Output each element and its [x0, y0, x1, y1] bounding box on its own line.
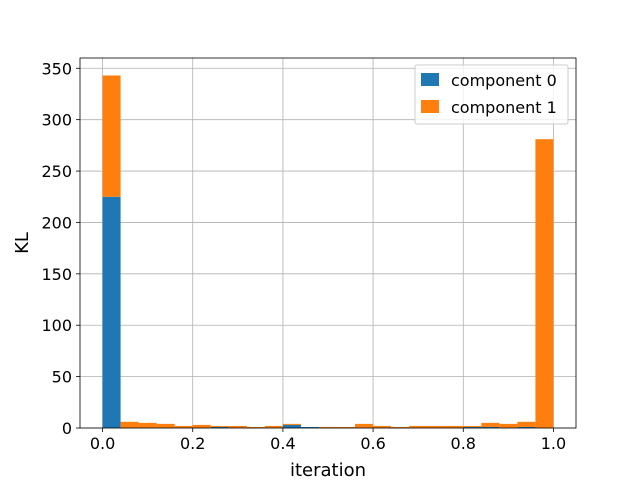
bar-component-1-bin-13: [337, 426, 356, 428]
bar-component-1-bin-3: [156, 423, 175, 428]
bar-component-0-bin-6: [210, 426, 229, 428]
bar-component-1-bin-10: [282, 423, 301, 425]
bar-component-1-bin-0: [102, 75, 121, 197]
bar-component-1-bin-20: [463, 425, 482, 427]
bars-layer: [102, 75, 554, 428]
legend-box: [414, 64, 569, 125]
y-tick-label: 250: [41, 162, 72, 181]
x-tick-label: 0.4: [270, 434, 295, 453]
bar-component-1-bin-14: [355, 423, 374, 428]
plot-frame: [79, 57, 577, 429]
x-axis-title: iteration: [290, 460, 366, 480]
y-tick-label: 350: [41, 59, 72, 78]
y-tick-label: 150: [41, 265, 72, 284]
bar-component-1-bin-19: [445, 425, 464, 428]
x-tick-label: 1.0: [541, 434, 566, 453]
legend-swatch-component-0: [421, 73, 439, 86]
legend-swatch-component-1: [421, 100, 439, 113]
bar-component-0-bin-23: [517, 426, 536, 428]
x-tick-label: 0.0: [90, 434, 115, 453]
x-tick-label: 0.6: [360, 434, 385, 453]
bar-component-1-bin-21: [481, 422, 500, 427]
bar-component-1-bin-4: [174, 425, 193, 428]
y-tick-label: 0: [62, 419, 72, 438]
bar-component-0-bin-21: [481, 426, 500, 428]
bar-component-1-bin-8: [246, 426, 265, 428]
bar-component-1-bin-9: [264, 425, 283, 428]
bar-component-1-bin-24: [535, 139, 554, 428]
bar-component-1-bin-6: [210, 425, 229, 427]
bar-component-0-bin-10: [282, 424, 301, 428]
y-tick-label: 200: [41, 213, 72, 232]
legend: component 0 component 1: [414, 64, 569, 125]
bar-component-1-bin-16: [391, 426, 410, 428]
bar-component-1-bin-12: [318, 426, 338, 428]
bar-component-1-bin-5: [192, 424, 211, 428]
bar-component-1-bin-18: [427, 425, 446, 428]
bar-component-1-bin-22: [499, 423, 518, 428]
bar-component-0-bin-11: [300, 426, 319, 428]
bar-component-1-bin-2: [138, 422, 157, 428]
y-tick-label: 50: [52, 368, 72, 387]
bar-component-1-bin-7: [228, 425, 247, 428]
y-tick-label: 100: [41, 316, 72, 335]
y-axis-title: KL: [12, 232, 33, 254]
x-tick-label: 0.8: [451, 434, 476, 453]
x-axis-ticks: 0.0 0.2 0.4 0.6 0.8 1.0: [90, 428, 566, 453]
x-tick-label: 0.2: [180, 434, 205, 453]
bar-component-1-bin-23: [517, 421, 536, 427]
y-tick-label: 300: [41, 111, 72, 130]
bar-component-0-bin-0: [102, 196, 121, 428]
bar-component-0-bin-20: [463, 426, 482, 428]
bar-component-1-bin-1: [120, 421, 139, 428]
legend-label-component-1: component 1: [451, 98, 557, 117]
bar-component-1-bin-17: [409, 425, 428, 428]
bar-component-1-bin-15: [373, 425, 392, 428]
y-axis-ticks: 0 50 100 150 200 250 300 350: [41, 59, 80, 438]
legend-label-component-0: component 0: [451, 71, 557, 90]
